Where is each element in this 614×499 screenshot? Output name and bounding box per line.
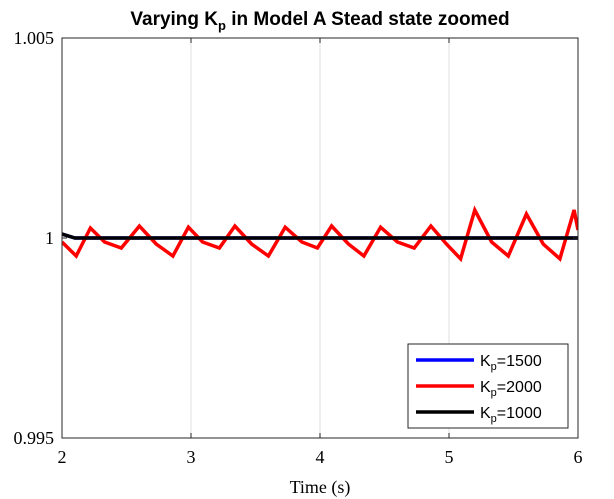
axis-ticks: 2 3 4 5 6 0.995 1 1.005: [14, 28, 583, 467]
y-tick-label: 0.995: [14, 428, 55, 448]
x-tick-label: 3: [187, 447, 196, 467]
x-tick-label: 5: [445, 447, 454, 467]
x-tick-label: 6: [574, 447, 583, 467]
chart-title: Varying Kp in Model A Stead state zoomed: [130, 9, 509, 33]
y-tick-label: 1.005: [14, 28, 55, 48]
y-tick-label: 1: [45, 228, 54, 248]
x-axis-label: Time (s): [290, 477, 351, 498]
legend-label: Kp=1000: [480, 405, 542, 425]
x-tick-label: 2: [58, 447, 67, 467]
legend-label: Kp=2000: [480, 379, 542, 399]
series-lines: [62, 205, 578, 263]
legend: Kp=1500 Kp=2000 Kp=1000: [407, 343, 569, 429]
x-tick-label: 4: [316, 447, 325, 467]
legend-label: Kp=1500: [480, 353, 542, 373]
series-line-kp-1000: [62, 232, 578, 240]
